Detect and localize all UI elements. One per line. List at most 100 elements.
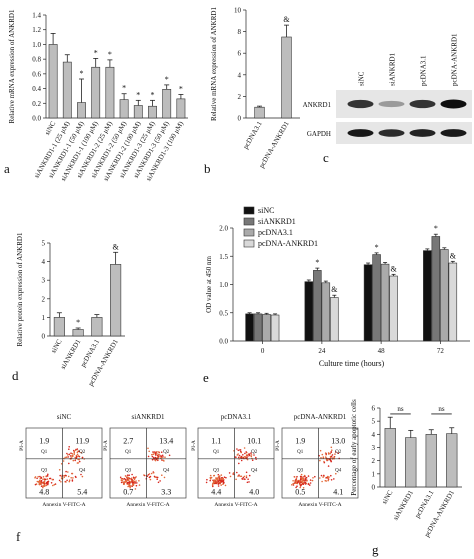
quadrant-value: 13.4 xyxy=(159,436,173,445)
event-dot xyxy=(157,459,159,462)
event-dot xyxy=(131,479,133,481)
event-dot xyxy=(330,451,333,453)
quadrant-label: Q1 xyxy=(213,450,220,455)
event-dot xyxy=(329,459,332,462)
event-dot xyxy=(59,474,61,477)
y-tick-label: 1.2 xyxy=(32,26,41,34)
bar xyxy=(162,89,172,119)
event-dot xyxy=(148,473,151,475)
quadrant-label: Q1 xyxy=(125,450,132,455)
event-dot xyxy=(135,484,138,487)
y-tick-label: 5 xyxy=(372,418,376,426)
event-dot xyxy=(323,474,325,477)
y-tick-label: 0.0 xyxy=(32,115,41,123)
event-dot xyxy=(216,482,219,484)
bar xyxy=(281,36,292,119)
event-dot xyxy=(74,449,77,452)
event-dot xyxy=(327,453,330,455)
event-dot xyxy=(221,479,224,481)
event-dot xyxy=(164,456,166,459)
event-dot xyxy=(232,472,235,474)
event-dot xyxy=(138,484,141,486)
quadrant-value: 1.9 xyxy=(295,436,305,445)
event-dot xyxy=(159,480,161,482)
event-dot xyxy=(42,476,45,478)
event-dot xyxy=(330,455,333,458)
significance-mark: * xyxy=(76,318,80,327)
event-dot xyxy=(40,485,43,488)
quadrant-label: Q2 xyxy=(251,450,258,455)
x-tick-label: siNC xyxy=(380,489,394,506)
event-dot xyxy=(218,482,220,485)
bar xyxy=(133,105,143,119)
plot-frame xyxy=(25,427,103,499)
blot-band xyxy=(347,99,374,109)
x-axis-label: Culture time (hours) xyxy=(319,359,385,368)
quadrant-value: 10.1 xyxy=(247,436,261,445)
plot-frame xyxy=(109,427,187,499)
event-dot xyxy=(220,474,223,476)
quadrant-label: Q3 xyxy=(125,468,132,473)
plot-title: pcDNA3.1 xyxy=(221,413,252,421)
event-dot xyxy=(68,448,70,451)
event-dot xyxy=(43,481,46,484)
bar xyxy=(304,281,314,342)
bar xyxy=(440,249,449,342)
event-dot xyxy=(147,447,149,450)
quadrant-value: 2.7 xyxy=(123,436,133,445)
quadrant-value: 4.0 xyxy=(249,488,259,497)
event-dot xyxy=(156,454,159,457)
event-dot xyxy=(255,456,257,459)
event-dot xyxy=(327,465,330,467)
quadrant-label: Q2 xyxy=(163,450,170,455)
event-dot xyxy=(68,479,71,482)
y-axis-label: Relative protein expression of ANKRD1 xyxy=(16,232,24,346)
quadrant-label: Q1 xyxy=(297,450,304,455)
event-dot xyxy=(155,454,157,456)
event-dot xyxy=(209,476,212,479)
quadrant-label: Q1 xyxy=(41,450,48,455)
y-tick-label: 4 xyxy=(238,71,242,79)
x-tick-label: 24 xyxy=(318,347,326,355)
y-axis-label: Relative mRNA expression of ANKRD1 xyxy=(8,9,16,123)
event-dot xyxy=(309,482,312,484)
significance-mark: & xyxy=(113,242,120,251)
event-dot xyxy=(215,479,217,481)
event-dot xyxy=(122,478,124,480)
x-tick-label: 72 xyxy=(437,347,445,355)
legend-swatch xyxy=(243,239,255,248)
event-dot xyxy=(302,483,305,486)
y-tick-label: 0 xyxy=(42,333,46,341)
event-dot xyxy=(242,476,245,479)
event-dot xyxy=(60,463,63,465)
event-dot xyxy=(121,480,124,482)
y-tick-label: 1.4 xyxy=(32,12,41,20)
event-dot xyxy=(58,469,61,471)
event-dot xyxy=(73,452,76,454)
x-tick-label: pcDNA-ANKRD1 xyxy=(258,120,291,170)
x-tick-label: 0 xyxy=(261,347,265,355)
event-dot xyxy=(152,453,155,456)
x-axis-label: Annexin V-FITC-A xyxy=(126,502,169,508)
event-dot xyxy=(325,477,327,479)
event-dot xyxy=(126,478,128,480)
event-dot xyxy=(46,474,49,477)
x-axis-label: Annexin V-FITC-A xyxy=(214,502,257,508)
blot-band xyxy=(347,129,374,137)
event-dot xyxy=(120,481,123,484)
event-dot xyxy=(34,477,36,479)
event-dot xyxy=(246,481,249,484)
plot-frame xyxy=(281,427,359,499)
event-dot xyxy=(325,480,328,482)
event-dot xyxy=(58,479,61,482)
bar xyxy=(321,282,331,342)
y-tick-label: 6 xyxy=(238,50,242,58)
bar xyxy=(425,434,437,488)
quadrant-value: 4.8 xyxy=(39,488,49,497)
event-dot xyxy=(45,484,48,487)
event-dot xyxy=(75,455,78,458)
event-dot xyxy=(295,477,298,480)
event-dot xyxy=(68,453,71,456)
y-axis-label: PI-A xyxy=(191,440,197,451)
quadrant-value: 0.7 xyxy=(123,488,133,497)
